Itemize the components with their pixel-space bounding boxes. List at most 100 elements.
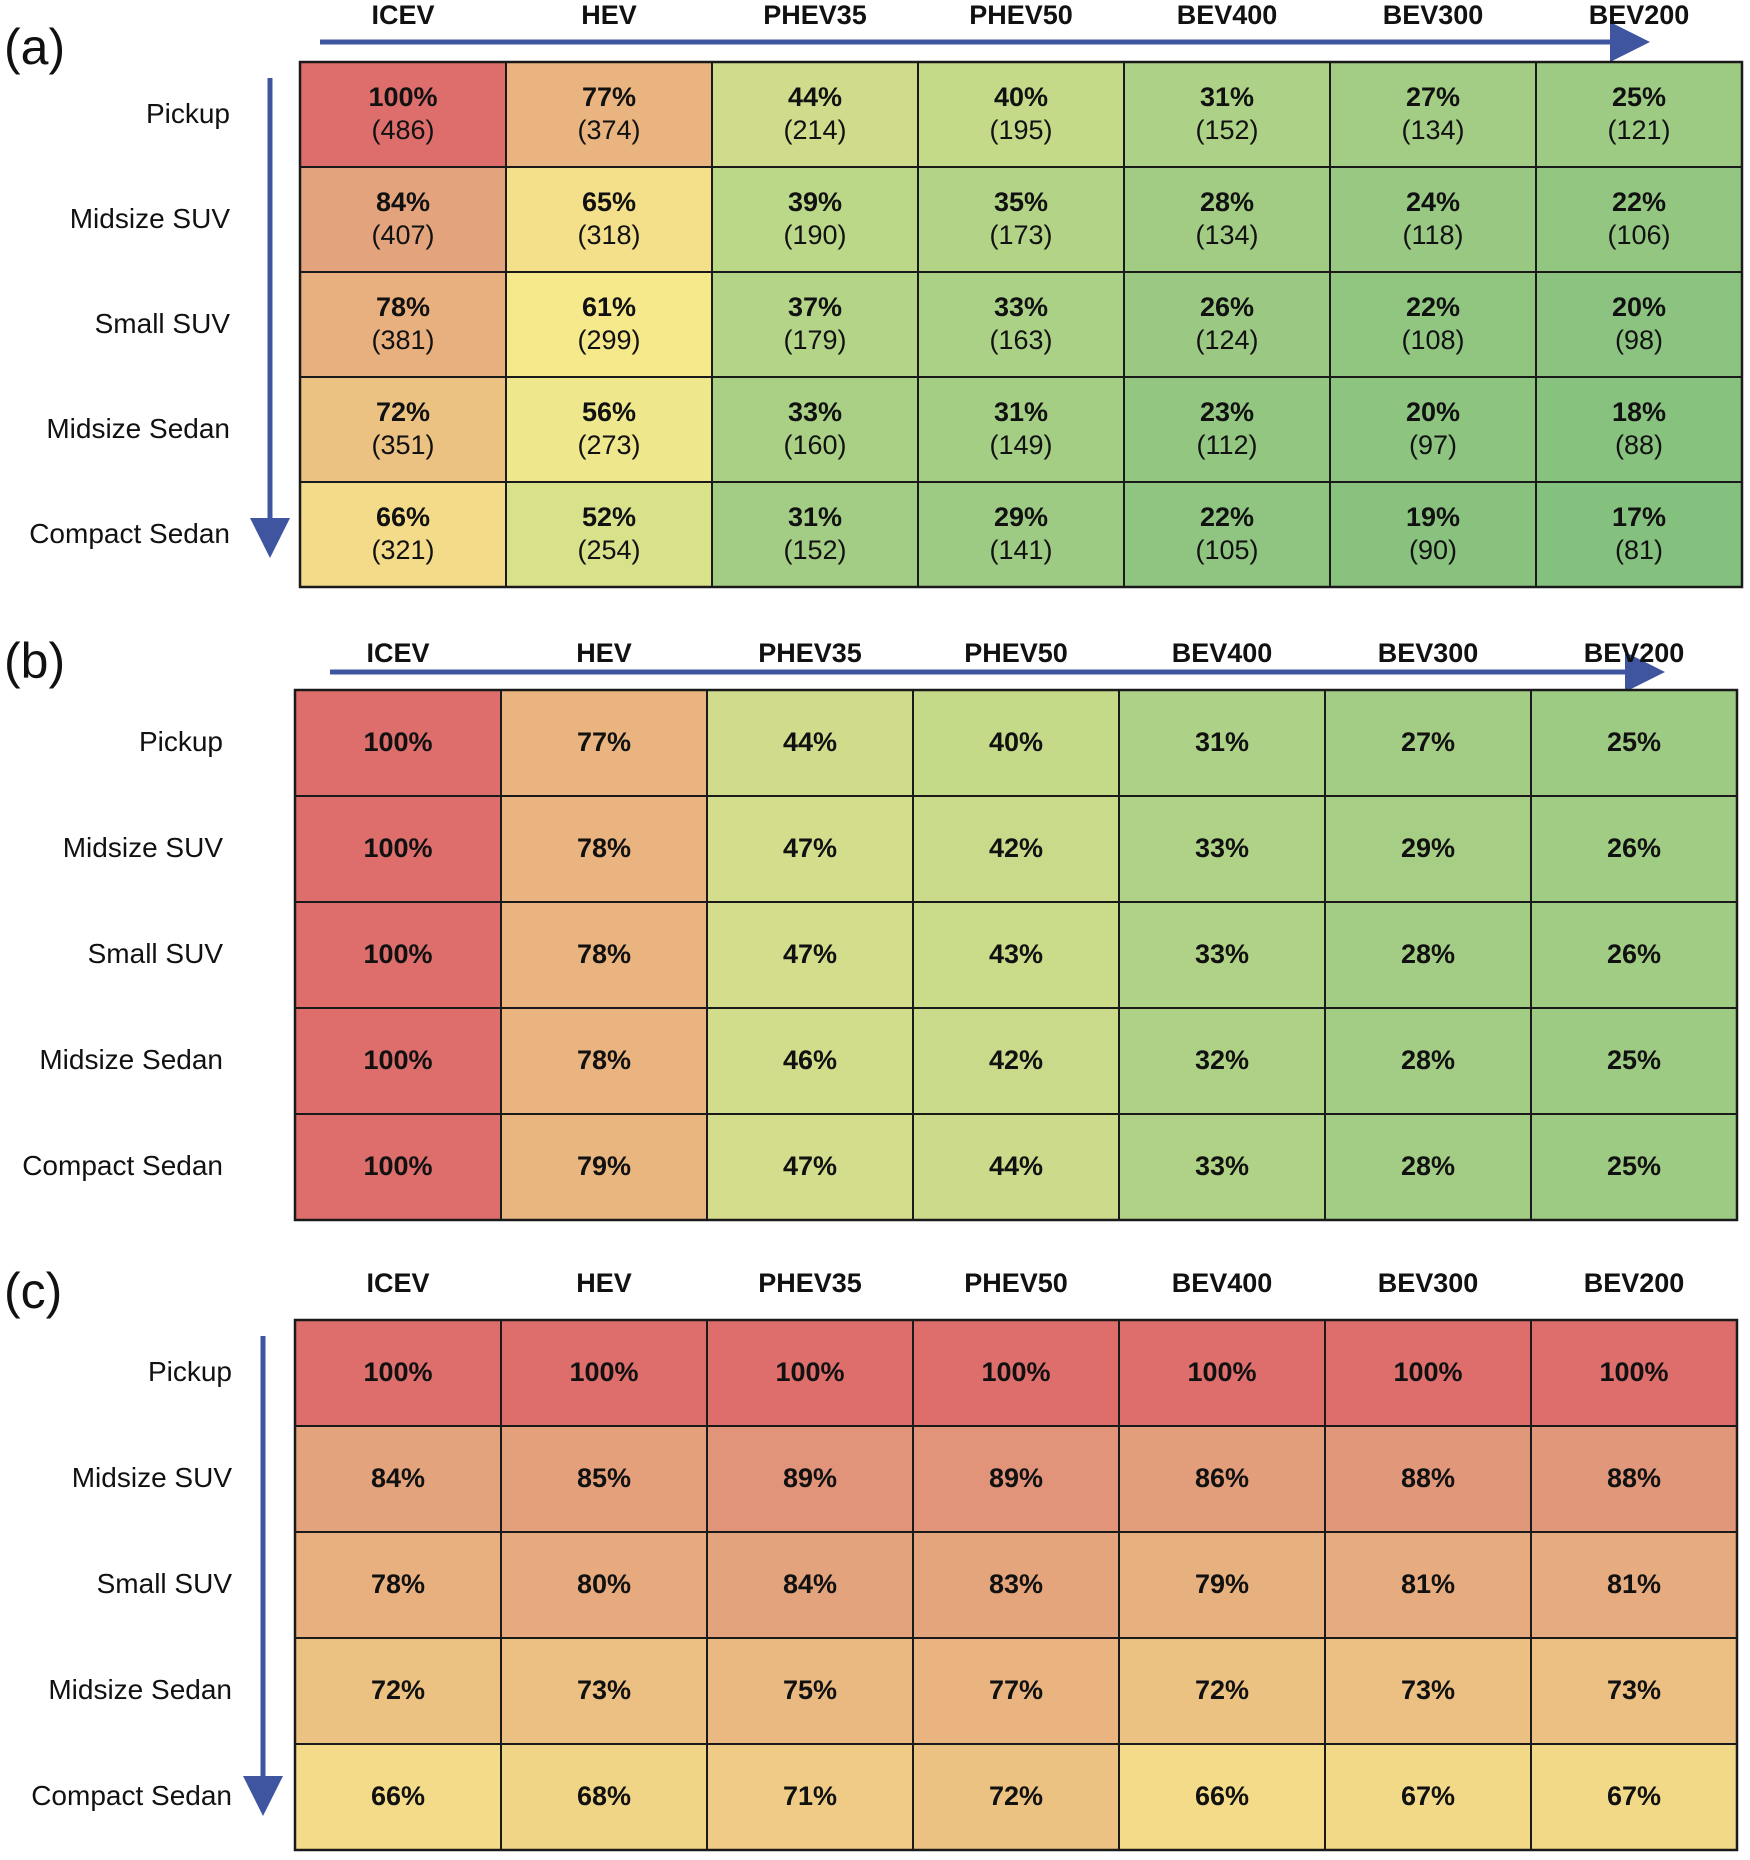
cell-percent: 67% [1606, 1781, 1662, 1811]
cell-value: 37% (179) [712, 291, 918, 359]
cell-value: 28% (134) [1124, 186, 1330, 254]
cell-value: 44% (214) [712, 81, 918, 149]
cell-percent: 71% [782, 1781, 838, 1811]
row-label: Compact Sedan [29, 517, 230, 549]
column-header: BEV400 [1171, 1268, 1273, 1298]
heatmap-cell [1535, 376, 1743, 483]
column-header: BEV200 [1588, 0, 1690, 30]
panel-label: (a) [4, 19, 66, 75]
cell-percent: 27% [1405, 81, 1461, 112]
cell-percent: 100% [981, 1357, 1051, 1387]
panel-a: (a) ICEV HEV PHEV35 PHEV50 BEV400 BEV300 BEV20… [0, 0, 1750, 600]
cell-count: (351) [371, 430, 435, 461]
cell-value: 66% (321) [300, 501, 506, 569]
cell-percent: 22% [1405, 291, 1461, 322]
cell-count: (321) [371, 535, 435, 566]
cell-count: (134) [1401, 115, 1465, 146]
cell-value: 100% [501, 1356, 707, 1390]
cell-value: 89% [707, 1462, 913, 1496]
cell-value: 33% [1119, 832, 1325, 866]
cell-percent: 84% [782, 1569, 838, 1599]
cell-value: 71% [707, 1780, 913, 1814]
cell-percent: 47% [782, 833, 838, 863]
cell-percent: 52% [581, 501, 637, 532]
column-header: HEV [581, 0, 637, 30]
cell-value: 47% [707, 832, 913, 866]
cell-percent: 72% [988, 1781, 1044, 1811]
row-label: Small SUV [96, 1568, 232, 1599]
cell-value: 100% [1325, 1356, 1531, 1390]
cell-value: 33% [1119, 938, 1325, 972]
cell-percent: 47% [782, 1151, 838, 1181]
cell-value: 77% [501, 726, 707, 760]
heatmap-grid [243, 1318, 1739, 1852]
cell-count: (98) [1614, 325, 1663, 356]
cell-percent: 17% [1611, 501, 1667, 532]
cell-value: 22% (105) [1124, 501, 1330, 569]
cell-count: (88) [1614, 430, 1663, 461]
column-header: ICEV [366, 638, 430, 668]
cell-value: 100% [707, 1356, 913, 1390]
cell-count: (124) [1195, 325, 1259, 356]
cell-percent: 67% [1400, 1781, 1456, 1811]
cell-percent: 26% [1199, 291, 1255, 322]
cell-percent: 100% [569, 1357, 639, 1387]
cell-value: 42% [913, 1044, 1119, 1078]
heatmap-cell [1324, 795, 1532, 903]
cell-percent: 29% [1400, 833, 1456, 863]
cell-value: 67% [1531, 1780, 1737, 1814]
cell-value: 81% [1325, 1568, 1531, 1602]
cell-count: (173) [989, 220, 1053, 251]
row-label: Small SUV [94, 307, 230, 339]
heatmap-cell [1530, 901, 1738, 1009]
heatmap-cell [1123, 271, 1331, 378]
grid-border [293, 688, 1739, 1222]
row-label: Pickup [145, 97, 230, 129]
cell-count: (163) [989, 325, 1053, 356]
cell-value: 33% (163) [918, 291, 1124, 359]
cell-percent: 100% [363, 1045, 433, 1075]
cell-percent: 79% [576, 1151, 632, 1181]
column-header: HEV [576, 1268, 632, 1298]
cell-percent: 81% [1606, 1569, 1662, 1599]
cell-value: 100% [295, 832, 501, 866]
cell-value: 72% [1119, 1674, 1325, 1708]
cell-percent: 22% [1611, 186, 1667, 217]
cell-percent: 84% [370, 1463, 426, 1493]
cell-percent: 22% [1199, 501, 1255, 532]
cell-value: 40% [913, 726, 1119, 760]
cell-value: 26% [1531, 832, 1737, 866]
column-header: BEV300 [1382, 0, 1484, 30]
cell-percent: 73% [1606, 1675, 1662, 1705]
cell-value: 25% [1531, 726, 1737, 760]
cell-percent: 44% [787, 81, 843, 112]
cell-value: 100% [1119, 1356, 1325, 1390]
column-header: BEV400 [1176, 0, 1278, 30]
cell-percent: 66% [370, 1781, 426, 1811]
cell-value: 56% (273) [506, 396, 712, 464]
cell-count: (149) [989, 430, 1053, 461]
heatmap-cell [711, 376, 919, 483]
heatmap-cell [706, 1007, 914, 1115]
heatmap-cell [1329, 271, 1537, 378]
cell-value: 100% [295, 1356, 501, 1390]
cell-percent: 73% [576, 1675, 632, 1705]
cell-percent: 100% [363, 1151, 433, 1181]
cell-value: 44% [707, 726, 913, 760]
cell-percent: 25% [1606, 727, 1662, 757]
cell-percent: 31% [1199, 81, 1255, 112]
heatmap-cell [1123, 376, 1331, 483]
heatmap-cell [1329, 166, 1537, 273]
cell-value: 89% [913, 1462, 1119, 1496]
cell-count: (81) [1614, 535, 1663, 566]
row-label: Midsize SUV [71, 1462, 232, 1493]
cell-value: 25% (121) [1536, 81, 1742, 149]
cell-percent: 89% [782, 1463, 838, 1493]
heatmap-cell [505, 166, 713, 273]
cell-percent: 61% [581, 291, 637, 322]
cell-value: 84% (407) [300, 186, 506, 254]
heatmap-cell [500, 1531, 708, 1639]
heatmap-cell [1530, 1743, 1738, 1851]
heatmap-cell [500, 1743, 708, 1851]
heatmap-cell [1530, 1637, 1738, 1745]
